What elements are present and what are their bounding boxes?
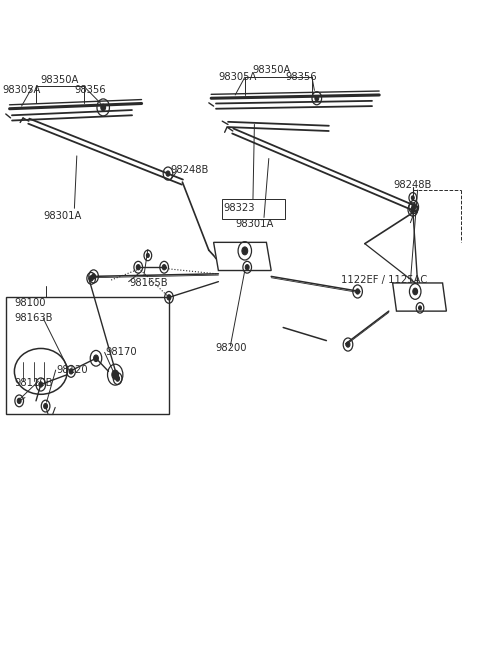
Text: 98301A: 98301A xyxy=(235,219,274,229)
Text: 98301A: 98301A xyxy=(43,211,82,221)
Circle shape xyxy=(167,295,171,300)
Text: 98305A: 98305A xyxy=(2,85,41,96)
Text: 98356: 98356 xyxy=(286,72,317,83)
Circle shape xyxy=(112,370,119,379)
Circle shape xyxy=(245,265,249,270)
Circle shape xyxy=(346,342,350,347)
Circle shape xyxy=(315,96,319,101)
Bar xyxy=(222,199,285,219)
Circle shape xyxy=(162,265,166,270)
Circle shape xyxy=(136,265,140,270)
Circle shape xyxy=(411,207,415,212)
Text: 98248B: 98248B xyxy=(394,179,432,190)
Circle shape xyxy=(17,398,21,403)
Text: 98163B: 98163B xyxy=(14,313,53,324)
Circle shape xyxy=(44,403,48,409)
Text: 98170: 98170 xyxy=(106,347,137,358)
Circle shape xyxy=(101,104,106,111)
Text: 98248B: 98248B xyxy=(170,165,209,176)
Text: 98200: 98200 xyxy=(215,343,247,354)
Circle shape xyxy=(69,369,73,374)
Circle shape xyxy=(411,196,414,200)
Circle shape xyxy=(166,171,170,176)
Text: 98100: 98100 xyxy=(14,297,46,308)
Text: 98350A: 98350A xyxy=(41,75,79,85)
Text: 98350A: 98350A xyxy=(252,65,290,75)
Circle shape xyxy=(94,355,98,362)
Circle shape xyxy=(419,306,421,310)
Circle shape xyxy=(89,276,93,281)
Circle shape xyxy=(92,274,96,279)
Bar xyxy=(6,297,169,414)
Circle shape xyxy=(413,288,418,295)
Text: 98323: 98323 xyxy=(223,203,255,214)
Circle shape xyxy=(39,382,43,387)
Circle shape xyxy=(242,247,248,255)
Circle shape xyxy=(116,376,120,381)
Text: 98110B: 98110B xyxy=(14,378,53,388)
Text: 98356: 98356 xyxy=(74,85,106,96)
Text: 98120: 98120 xyxy=(57,365,88,375)
Text: 98305A: 98305A xyxy=(218,72,257,83)
Text: 1122EF / 1125AC: 1122EF / 1125AC xyxy=(341,275,427,286)
Circle shape xyxy=(146,253,149,257)
Circle shape xyxy=(356,289,360,294)
Text: 98165B: 98165B xyxy=(130,278,168,288)
Circle shape xyxy=(412,204,416,210)
